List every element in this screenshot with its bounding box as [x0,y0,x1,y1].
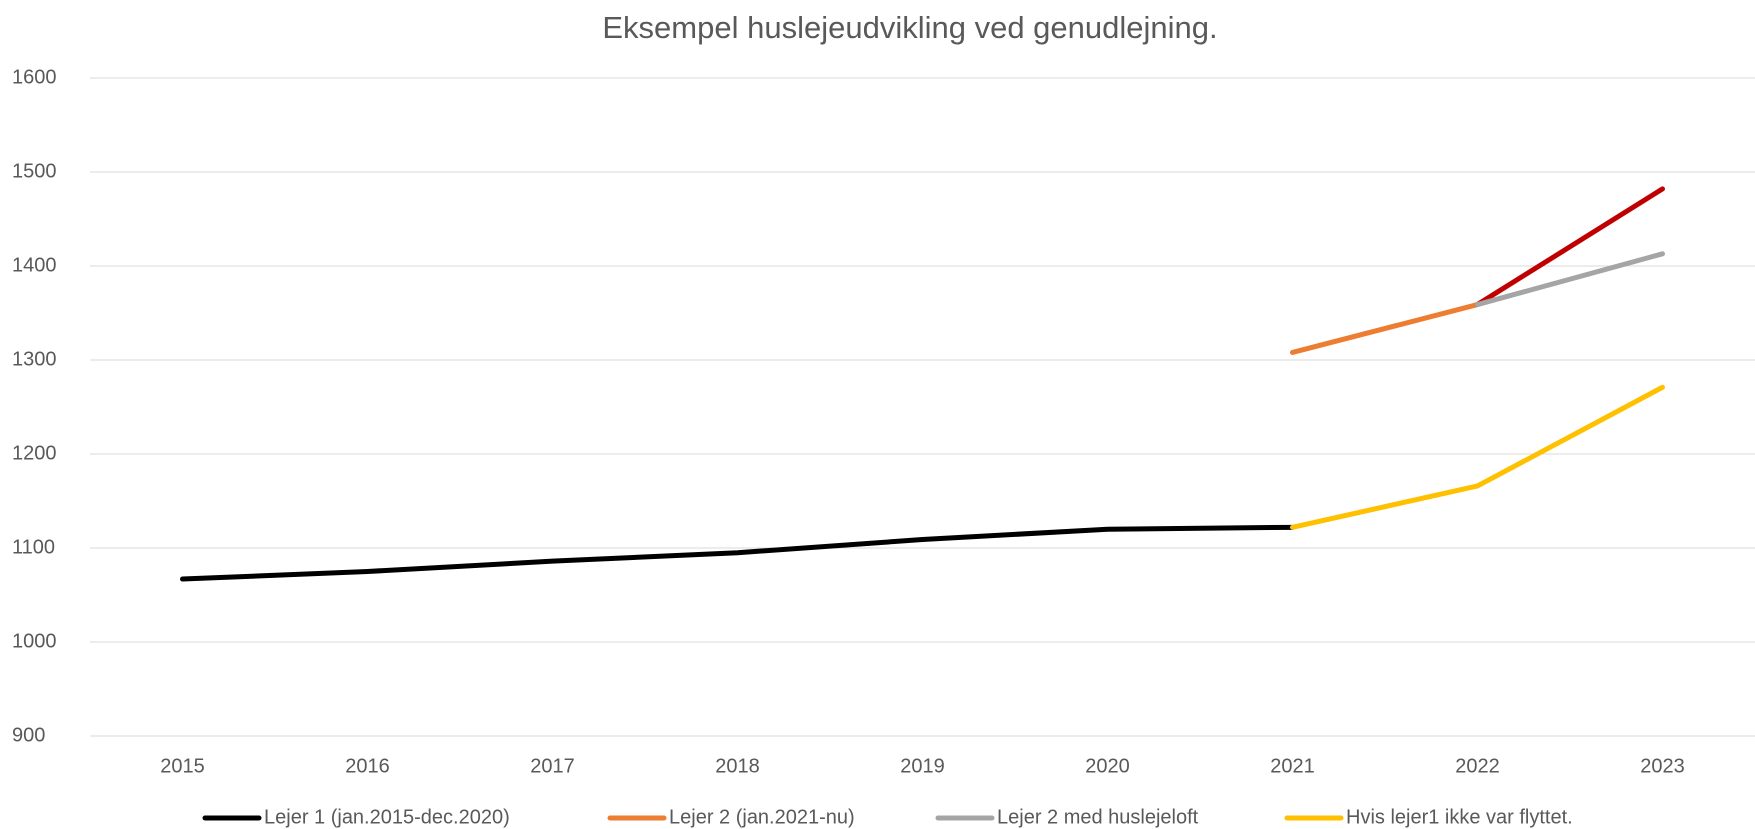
y-tick-label: 900 [12,724,45,746]
x-tick-label: 2015 [160,755,205,777]
series-line [1475,186,1665,308]
series-line [180,524,1295,582]
legend-label: Lejer 2 (jan.2021-nu) [669,806,855,828]
x-tick-label: 2018 [715,755,760,777]
y-tick-label: 1200 [12,442,57,464]
x-tick-label: 2021 [1270,755,1315,777]
y-tick-label: 1400 [12,254,57,276]
y-tick-label: 1500 [12,160,57,182]
chart-title: Eksempel huslejeudvikling ved genudlejni… [602,10,1217,45]
legend-label: Hvis lejer1 ikke var flyttet. [1346,806,1573,828]
legend-label: Lejer 1 (jan.2015-dec.2020) [264,806,510,828]
y-tick-label: 1600 [12,66,57,88]
x-tick-label: 2019 [900,755,945,777]
y-tick-label: 1000 [12,630,57,652]
x-tick-label: 2020 [1085,755,1130,777]
x-tick-label: 2023 [1640,755,1685,777]
legend-label: Lejer 2 med huslejeloft [997,806,1199,828]
x-tick-label: 2017 [530,755,575,777]
series-line [1290,302,1480,355]
y-tick-label: 1300 [12,348,57,370]
y-tick-label: 1100 [12,536,55,558]
series-line [1290,384,1665,530]
x-tick-label: 2022 [1455,755,1500,777]
x-tick-label: 2016 [345,755,390,777]
series-line [1475,251,1665,308]
